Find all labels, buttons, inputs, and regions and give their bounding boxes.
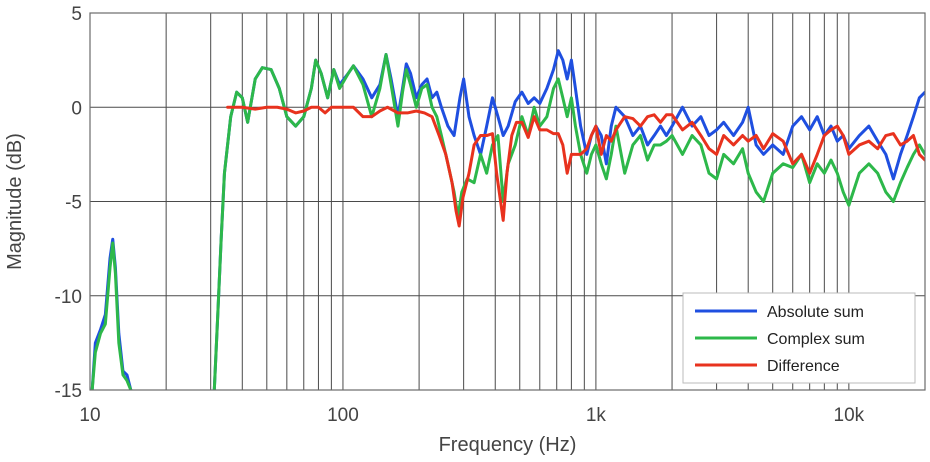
y-tick-label: -10	[55, 287, 82, 308]
y-tick-label: -15	[55, 381, 82, 402]
y-tick-label: 5	[71, 4, 82, 25]
series-line	[212, 52, 925, 390]
series-complex-sum	[90, 52, 925, 390]
series-difference	[226, 105, 925, 228]
y-tick-labels: 5 0 -5 -10 -15	[55, 4, 82, 402]
x-tick-label: 10k	[834, 405, 865, 426]
series-layer	[90, 49, 925, 390]
x-axis-title: Frequency (Hz)	[439, 434, 577, 456]
legend-label: Difference	[767, 358, 840, 375]
y-tick-label: -5	[65, 193, 82, 214]
x-tick-label: 100	[327, 405, 359, 426]
series-line	[90, 241, 133, 390]
plot-frame	[89, 12, 926, 391]
series-line	[226, 105, 925, 228]
legend-label: Complex sum	[767, 331, 865, 348]
x-tick-labels: 10 100 1k 10k	[79, 405, 864, 426]
legend: Absolute sum Complex sum Difference	[682, 292, 916, 384]
legend-label: Absolute sum	[767, 304, 864, 321]
y-axis-title: Magnitude (dB)	[4, 133, 26, 270]
x-tick-label: 1k	[586, 405, 607, 426]
y-tick-label: 0	[71, 98, 82, 119]
plot-area	[90, 49, 925, 390]
x-tick-label: 10	[79, 405, 100, 426]
